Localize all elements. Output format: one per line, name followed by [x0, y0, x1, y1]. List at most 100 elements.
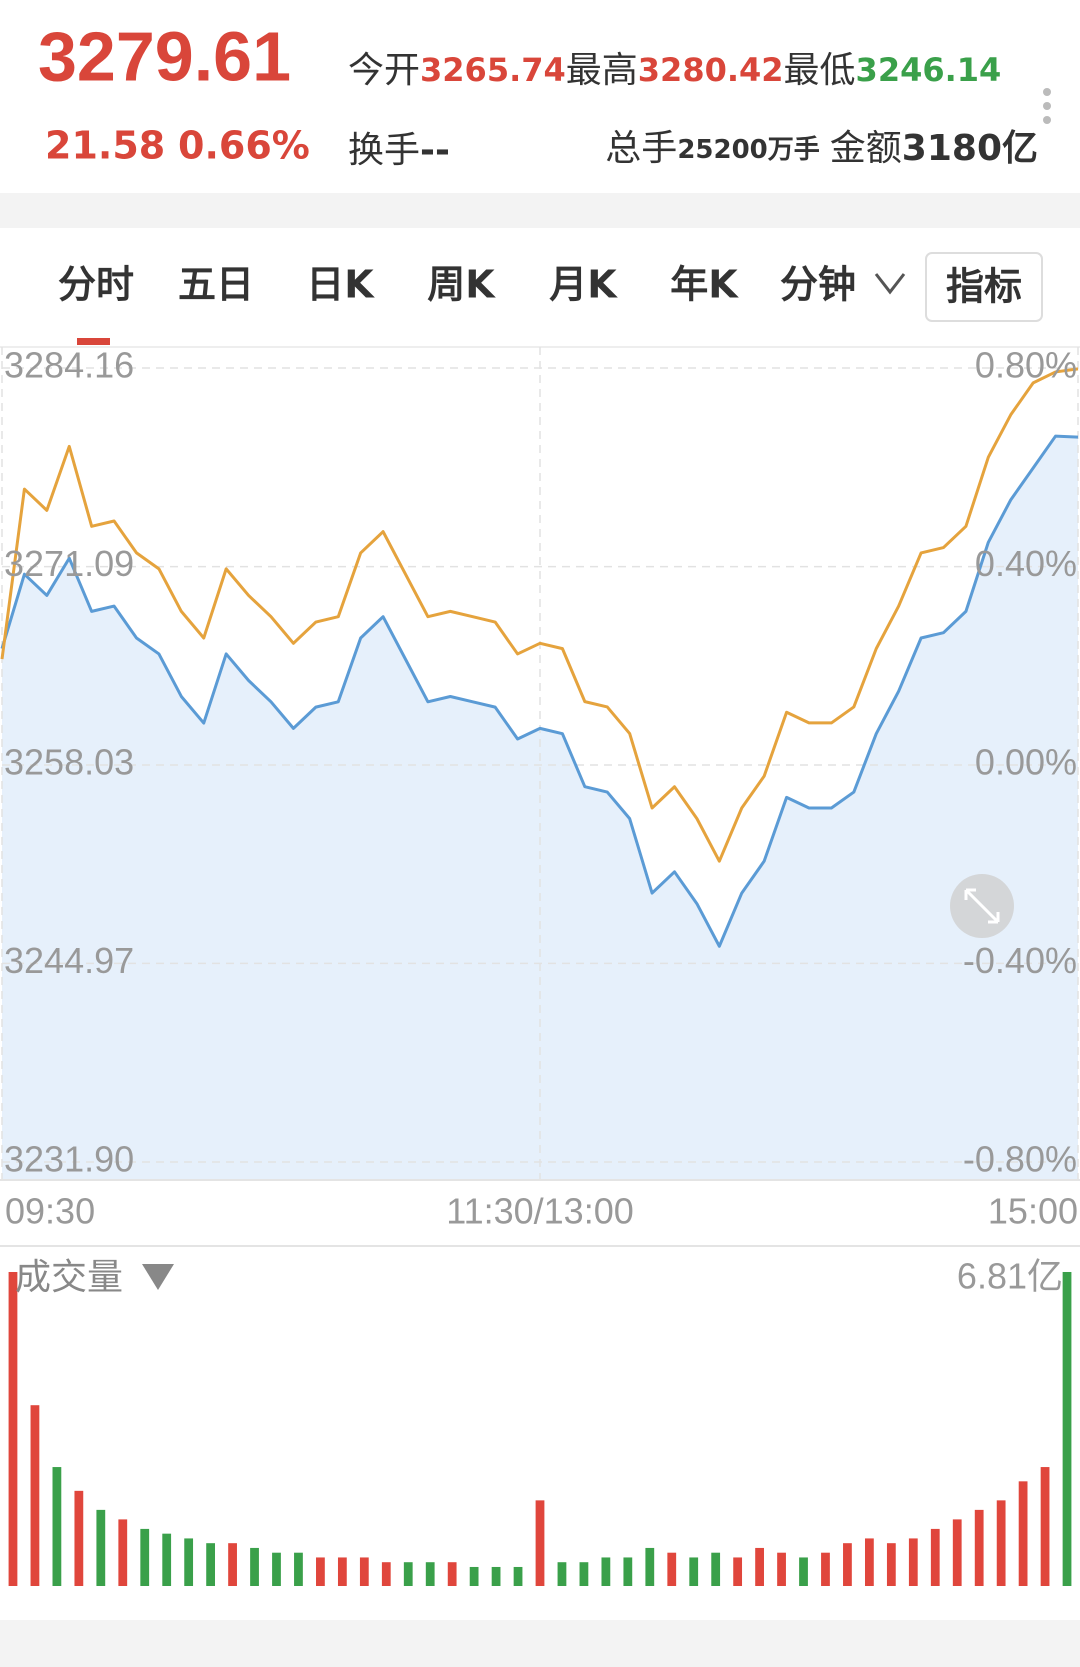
price-line: [0, 434, 1079, 948]
volume-bar: [184, 1538, 194, 1586]
change: 21.58: [45, 124, 165, 168]
tab[interactable]: 分钟: [780, 263, 856, 307]
volume-bar: [952, 1519, 962, 1586]
turnover-row: 换手--: [348, 130, 450, 171]
volume-bar: [228, 1543, 237, 1586]
volume-bar: [711, 1552, 721, 1586]
y2-tick-label: 0.40%: [975, 543, 1077, 584]
volume-bar: [799, 1557, 808, 1586]
volume-bar: [601, 1557, 611, 1586]
volume-bar: [250, 1547, 259, 1586]
amount-label: 金额: [830, 128, 902, 169]
open-label: 今开: [348, 50, 420, 91]
expand-icon: [964, 888, 1000, 924]
volume-bar: [96, 1509, 106, 1586]
y-tick-label: 3244.97: [4, 940, 134, 981]
footer: [0, 1620, 1080, 1667]
tab[interactable]: 年K: [670, 263, 739, 307]
volume-bar: [821, 1552, 830, 1586]
volume-bar: [1062, 1271, 1072, 1586]
x-tick-label: 11:30/13:00: [446, 1191, 634, 1232]
chevron: [874, 273, 906, 295]
volume-bar: [491, 1566, 501, 1586]
volume-chart: 6.81亿: [8, 1256, 1072, 1586]
volume-bar: [206, 1543, 216, 1586]
tab[interactable]: 分时: [58, 263, 134, 307]
volume-bar: [886, 1543, 896, 1586]
separator: [0, 193, 1080, 228]
change-pct: 0.66%: [178, 124, 310, 168]
volume-bar: [52, 1467, 62, 1586]
volume-title: 成交量: [15, 1257, 123, 1298]
y2-tick-label: 0.00%: [975, 742, 1077, 783]
volume-bar: [118, 1519, 128, 1586]
volume-bar: [689, 1557, 699, 1586]
low: 3246.14: [856, 51, 1002, 89]
y-tick-label: 3284.16: [4, 345, 134, 386]
volume-bar: [381, 1562, 391, 1586]
dropdown-triangle[interactable]: [142, 1264, 174, 1290]
volume: 25200万手: [677, 135, 819, 165]
volume-row: 总手25200万手 金额3180亿: [605, 128, 1038, 169]
price-chart: 3284.16 3271.09 3258.03 3244.97 3231.90 0.80%…: [0, 345, 1079, 1232]
indicator-button[interactable]: [925, 252, 1043, 322]
y-tick-label: 3231.90: [4, 1139, 134, 1180]
volume-bar: [316, 1557, 325, 1586]
volume-bar: [623, 1557, 633, 1586]
volume-bar: [140, 1528, 150, 1586]
volume-bar: [733, 1557, 743, 1586]
volume-bar: [162, 1533, 172, 1586]
quote-row: 今开3265.74最高3280.42最低3246.14: [348, 50, 1001, 91]
volume-bar: [469, 1566, 479, 1586]
volume-bar: [557, 1562, 567, 1586]
volume-bar: [294, 1552, 303, 1586]
y-tick-label: 3258.03: [4, 742, 134, 783]
tab[interactable]: 周K: [427, 263, 496, 307]
volume-bar: [513, 1566, 523, 1586]
tab-underline: [77, 338, 110, 345]
high-label: 最高: [566, 50, 638, 91]
volume-bar: [425, 1562, 435, 1586]
volume-bar: [908, 1538, 918, 1586]
volume-bar: [667, 1552, 677, 1586]
x-tick-label: 09:30: [5, 1191, 95, 1232]
volume-bar: [30, 1405, 40, 1586]
volume-bar: [403, 1562, 413, 1586]
amount: 3180亿: [902, 128, 1038, 169]
volume-bar: [272, 1552, 281, 1586]
y-tick-label: 6.81亿: [957, 1256, 1063, 1297]
more-menu[interactable]: [1043, 88, 1051, 124]
volume-bar: [996, 1500, 1006, 1586]
tab-bar: 分时 五日 日K 周K 月K 年K 分钟: [58, 263, 856, 307]
x-tick-label: 15:00: [988, 1191, 1078, 1232]
volume-bar: [755, 1547, 764, 1586]
turnover: --: [420, 130, 450, 171]
volume-bar: [337, 1557, 347, 1586]
volume-bar: [645, 1547, 655, 1586]
tab[interactable]: 月K: [549, 263, 618, 307]
high: 3280.42: [638, 51, 784, 89]
volume-bar: [930, 1528, 940, 1586]
volume-bar: [974, 1509, 984, 1586]
volume-bar: [777, 1552, 786, 1586]
volume-bar: [447, 1562, 457, 1586]
volume-bar: [359, 1557, 369, 1586]
y-tick-label: 3271.09: [4, 543, 134, 584]
volume-bar: [74, 1490, 84, 1586]
y2-tick-label: -0.80%: [963, 1139, 1077, 1180]
indicator-label[interactable]: 指标: [946, 265, 1022, 309]
volume-bar: [1040, 1467, 1050, 1586]
y2-tick-label: -0.40%: [963, 940, 1077, 981]
volume-bar: [535, 1500, 545, 1586]
price-area: [2, 436, 1078, 1181]
price-line: [0, 367, 1079, 863]
volume-bar: [864, 1538, 874, 1586]
volume-bar: [8, 1271, 18, 1586]
volume-bar: [843, 1543, 852, 1586]
low-label: 最低: [784, 50, 856, 91]
tab[interactable]: 五日: [178, 263, 254, 307]
volume-bar: [579, 1562, 589, 1586]
volume-label: 总手: [605, 128, 677, 169]
tab[interactable]: 日K: [306, 263, 375, 307]
